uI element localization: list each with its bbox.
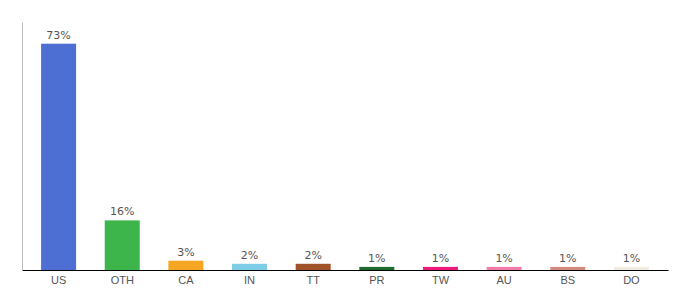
data-label: 2% (241, 249, 258, 262)
x-tick-label: AU (496, 274, 511, 286)
x-tick-label: BS (560, 274, 575, 286)
y-axis-line (22, 23, 23, 271)
bar (487, 267, 522, 270)
data-label: 1% (559, 252, 576, 265)
x-tick-label: PR (369, 274, 384, 286)
x-tick: US (51, 274, 66, 286)
data-label: 1% (432, 252, 449, 265)
x-tick: AU (496, 274, 511, 286)
y-axis (22, 23, 23, 271)
bar (423, 267, 458, 270)
bar (296, 264, 331, 270)
x-tick-label: OTH (111, 274, 134, 286)
x-tick: IN (244, 274, 255, 286)
x-tick: CA (178, 274, 194, 286)
bar (232, 264, 267, 270)
bar (359, 267, 394, 270)
plot: US OTH CA IN TT PR TW AU BS DO 73% 16% 3% 2% 2% 1% 1% 1% 1… (23, 23, 669, 286)
x-axis: US OTH CA IN TT PR TW AU BS DO (23, 271, 669, 286)
data-labels: 73% 16% 3% 2% 2% 1% 1% 1% 1% 1% (46, 29, 640, 265)
data-label: 2% (304, 249, 321, 262)
data-label: 73% (46, 29, 70, 42)
bar (105, 220, 140, 270)
x-tick: TT (306, 274, 320, 286)
x-tick: TW (432, 274, 450, 286)
x-tick-label: TT (306, 274, 320, 286)
x-tick-label: IN (244, 274, 255, 286)
x-tick-label: US (51, 274, 66, 286)
bars (41, 44, 649, 270)
x-tick-label: DO (623, 274, 640, 286)
x-axis-line (23, 270, 669, 271)
bar (168, 261, 203, 270)
x-tick: PR (369, 274, 384, 286)
bar (41, 44, 76, 270)
chart: US OTH CA IN TT PR TW AU BS DO 73% 16% 3% 2% 2% 1% 1% 1% 1… (0, 0, 680, 300)
x-tick-label: CA (178, 274, 194, 286)
data-label: 3% (177, 246, 194, 259)
data-label: 1% (623, 252, 640, 265)
x-tick-label: TW (432, 274, 450, 286)
data-label: 16% (110, 205, 134, 218)
data-label: 1% (368, 252, 385, 265)
data-label: 1% (495, 252, 512, 265)
bar (614, 267, 649, 270)
x-tick: BS (560, 274, 575, 286)
x-tick: OTH (111, 274, 134, 286)
x-tick: DO (623, 274, 640, 286)
bar (550, 267, 585, 270)
